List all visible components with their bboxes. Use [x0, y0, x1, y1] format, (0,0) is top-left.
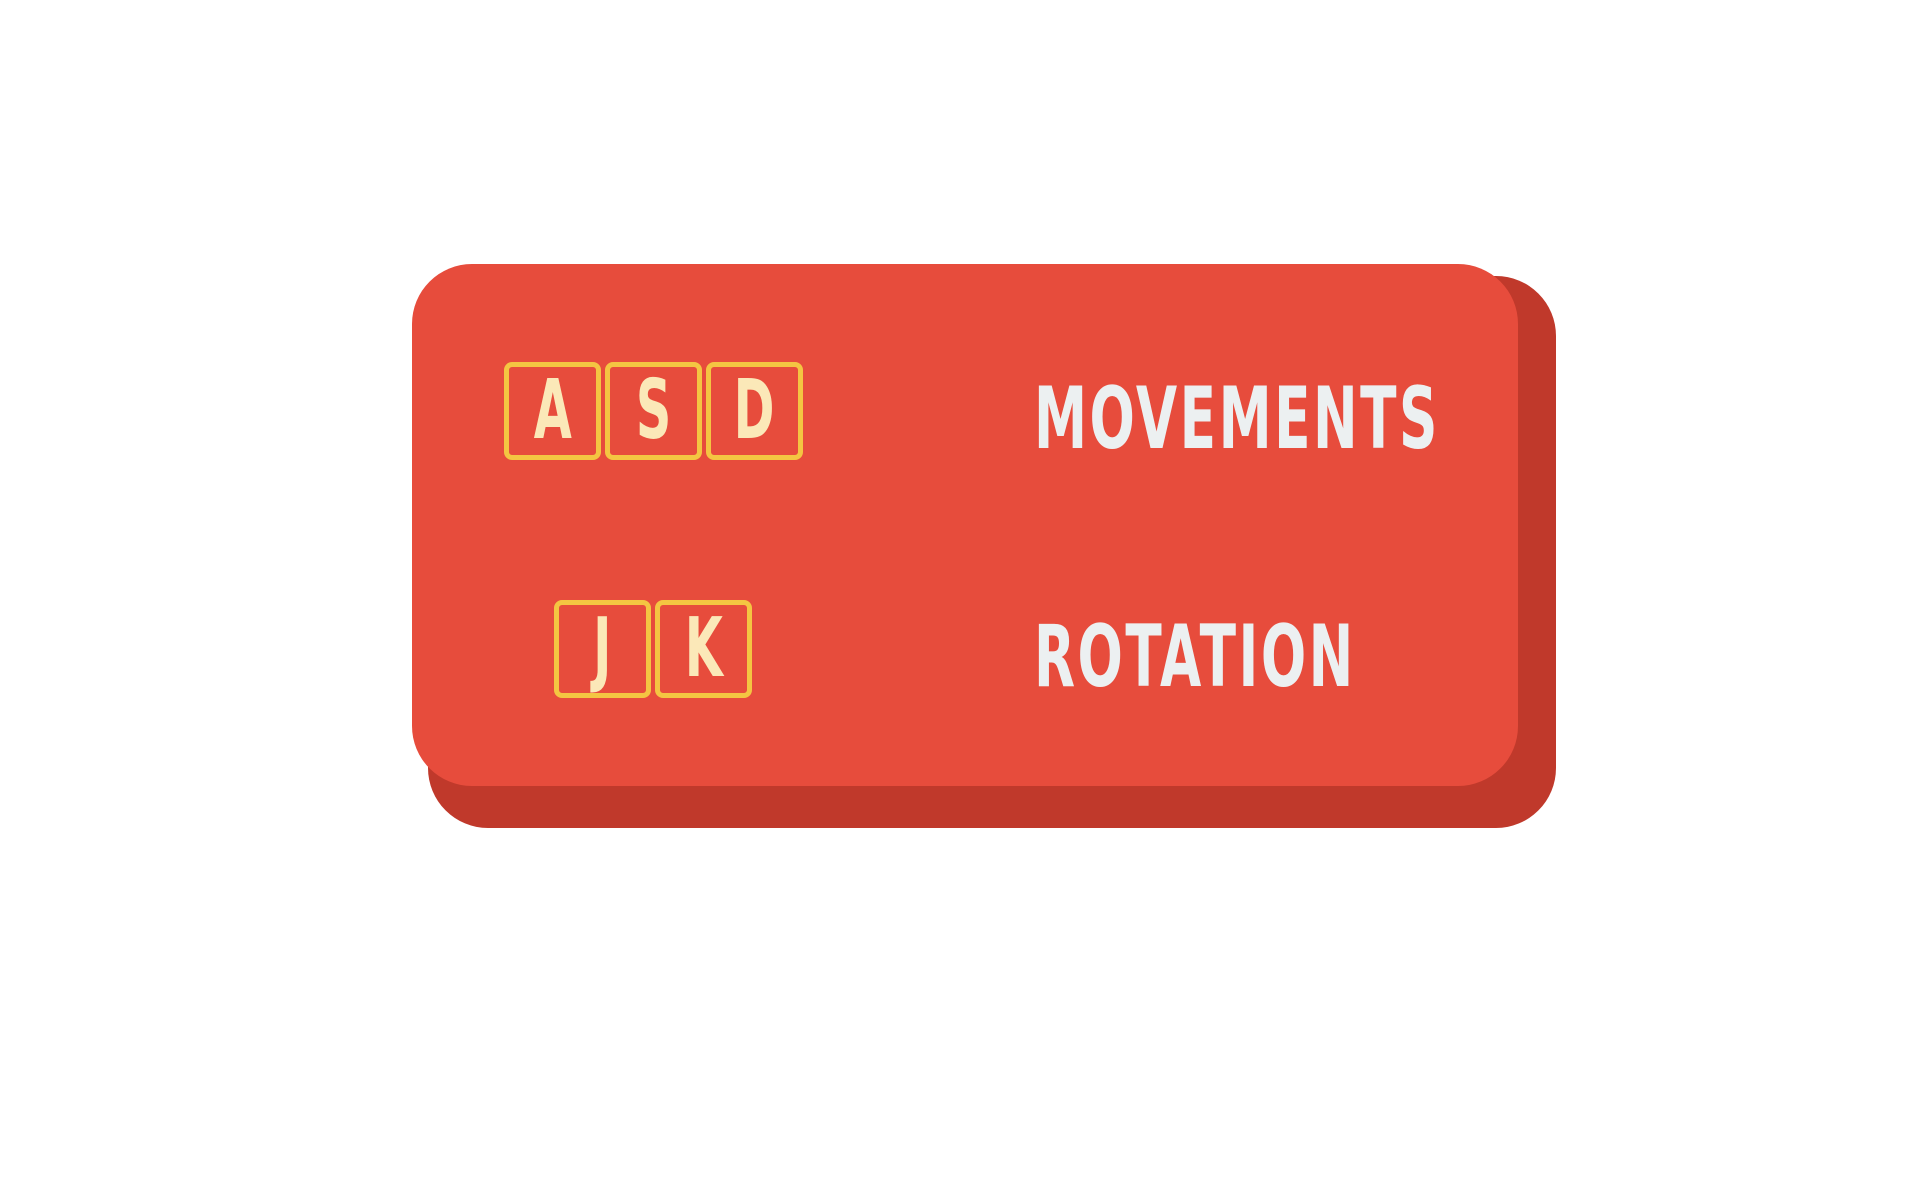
key-s-label: S: [635, 363, 672, 458]
key-a: A: [504, 362, 601, 460]
key-d: D: [706, 362, 803, 460]
key-d-label: D: [734, 363, 775, 458]
rotation-label: ROTATION: [1034, 607, 1356, 707]
key-j-label: J: [593, 601, 612, 696]
key-k: K: [655, 600, 752, 698]
controls-panel: [412, 264, 1518, 786]
rotation-keys: J K: [554, 600, 752, 698]
key-a-label: A: [533, 363, 572, 458]
key-k-label: K: [684, 601, 723, 696]
movements-label: MOVEMENTS: [1034, 369, 1440, 469]
key-s: S: [605, 362, 702, 460]
movement-keys: A S D: [504, 362, 803, 460]
key-j: J: [554, 600, 651, 698]
